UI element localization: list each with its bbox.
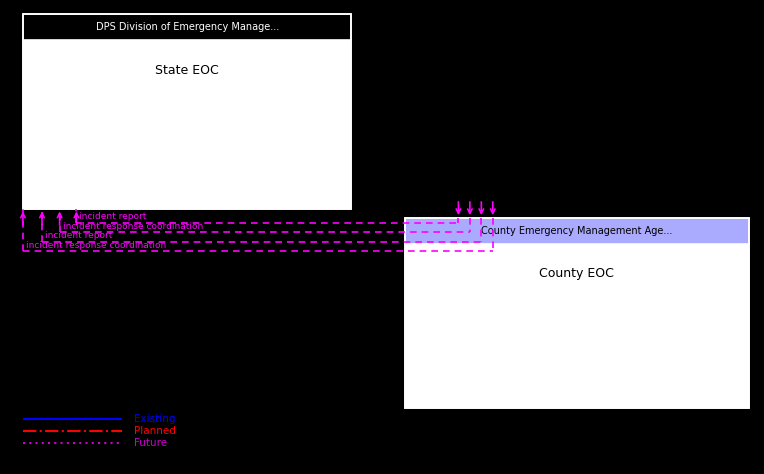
Text: Existing: Existing <box>134 414 175 425</box>
Text: County Emergency Management Age...: County Emergency Management Age... <box>481 226 672 236</box>
Bar <box>405 244 749 408</box>
Bar <box>23 40 351 209</box>
Text: County EOC: County EOC <box>539 267 614 280</box>
Bar <box>405 218 749 244</box>
Text: Future: Future <box>134 438 167 448</box>
Text: DPS Division of Emergency Manage...: DPS Division of Emergency Manage... <box>96 22 279 32</box>
Bar <box>23 14 351 209</box>
Text: incident response coordination: incident response coordination <box>63 222 203 231</box>
Text: Planned: Planned <box>134 426 176 437</box>
Bar <box>405 218 749 408</box>
Text: incident report: incident report <box>45 231 112 240</box>
Text: incident response coordination: incident response coordination <box>26 241 167 250</box>
Text: State EOC: State EOC <box>155 64 219 77</box>
Text: incident report: incident report <box>79 212 147 221</box>
Bar <box>23 14 351 40</box>
